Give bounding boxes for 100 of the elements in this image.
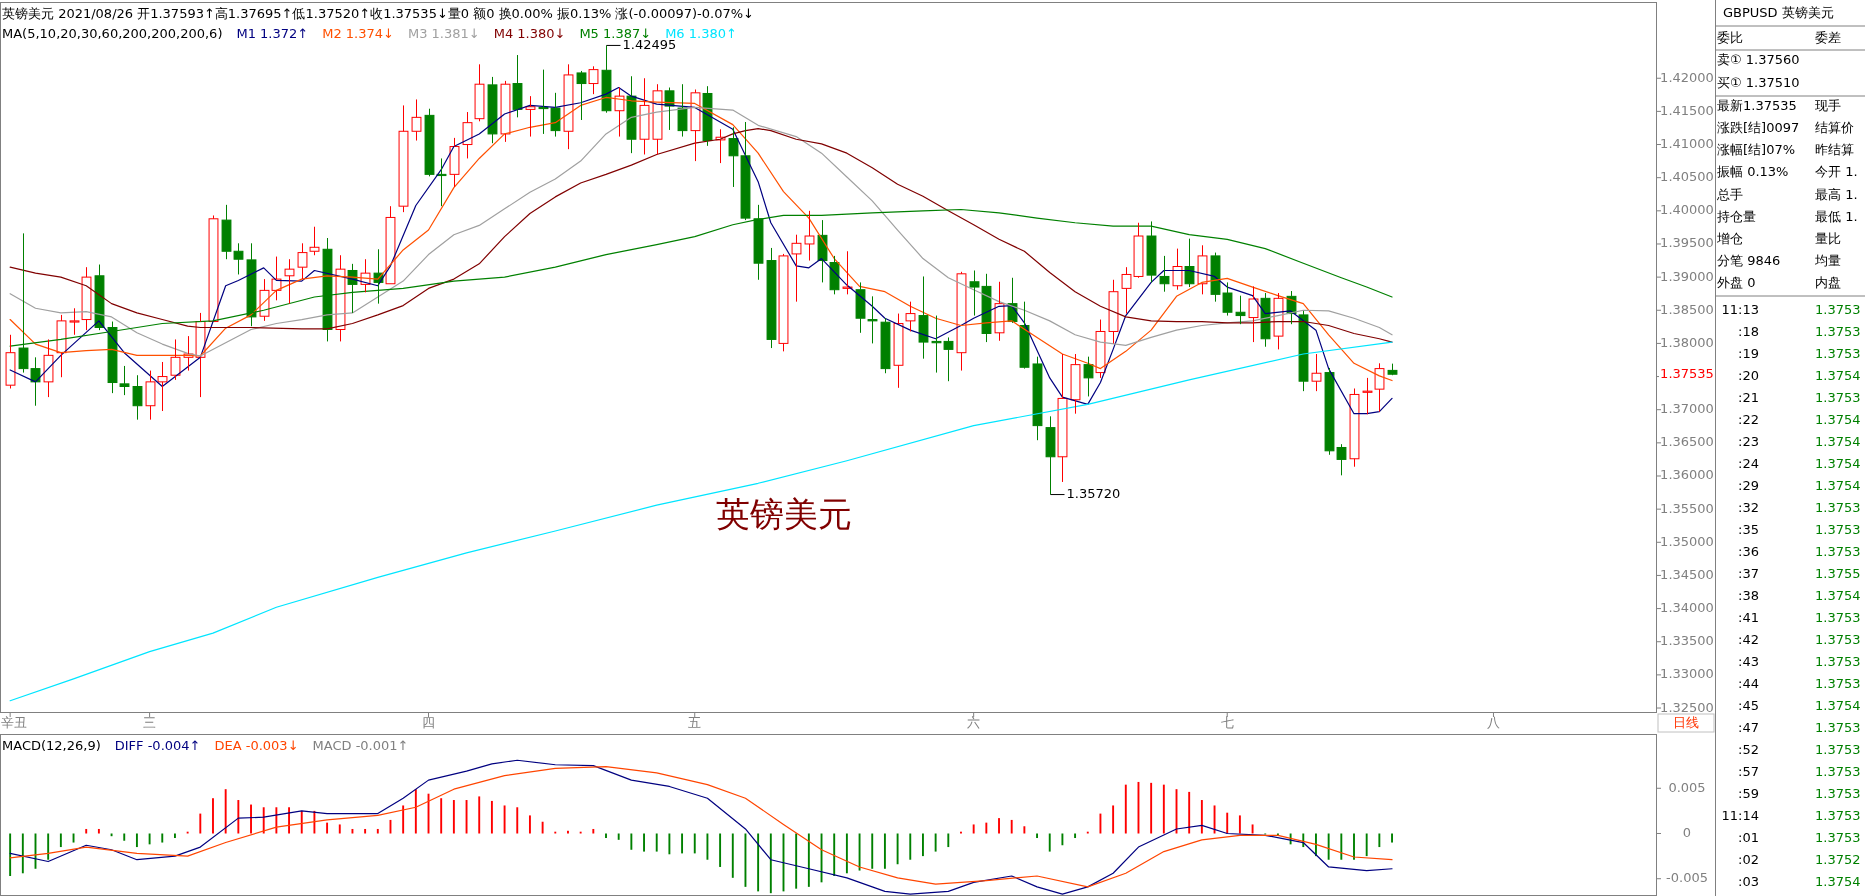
x-tick-label: 三 [143,715,157,730]
y-tick-label: 1.41500 [1660,102,1714,118]
text: :47 [1738,719,1759,735]
text: 1.3753 [1815,543,1861,559]
candlestick [690,89,701,162]
text: 1.3754 [1815,455,1861,471]
candlestick [1057,353,1068,483]
candlestick [1273,292,1284,350]
text: 1.3753 [1815,807,1861,823]
text: 11:14 [1721,807,1759,823]
x-tick-label: 辛丑 [1,715,27,730]
chart-title: 英镑美元 2021/08/26 开1.37593↑高1.37695↑低1.37520↑收1.37535↓量0 额0 换0.00% 振0.13% 涨(-0.00097)-0.07%↓ [2,5,754,21]
candlestick [525,95,536,138]
candlestick [284,258,295,305]
annotation: 英镑美元 [715,494,852,535]
text: 分笔 9846 [1717,253,1781,269]
candlestick [563,63,574,150]
line-series [9,341,1393,702]
candlestick [335,254,346,342]
y-tick-label: 1.33500 [1660,633,1714,649]
x-tick-label: 五 [688,715,702,730]
candlestick [56,314,67,378]
text: 1.3753 [1815,521,1861,537]
text: :42 [1738,631,1759,647]
text: 增仓 [1716,230,1743,246]
text: M6 1.380↑ [665,25,737,41]
candlestick [1032,356,1043,441]
text: M4 1.380↓ [493,25,566,41]
text: 日线 [1673,714,1699,730]
text: :19 [1738,345,1759,361]
text: 振幅 0.13% [1717,164,1789,180]
text: :20 [1738,367,1759,383]
legend-title: MA(5,10,20,30,60,200,200,200,6) [2,25,223,41]
y-tick-label: 1.37000 [1660,401,1714,417]
candlestick [132,374,143,421]
x-tick-label: 七 [1220,715,1234,730]
text: 1.3753 [1815,499,1861,515]
text: 1.3753 [1815,609,1861,625]
y-tick-label: -0.005 [1666,870,1708,886]
text: 1.3754 [1815,433,1861,449]
text: M2 1.374↓ [322,25,394,41]
text: :22 [1738,411,1759,427]
y-tick-label: 1.36000 [1660,467,1714,483]
text: 1.3753 [1815,389,1861,405]
candlestick [309,226,320,256]
candlestick [297,242,308,280]
candlestick [1146,220,1157,283]
annotation: MACD -0.001↑ [312,737,409,753]
candlestick [778,253,789,352]
x-tick-label: 六 [967,715,981,730]
text: 1.3753 [1815,653,1861,669]
candlestick [905,301,916,332]
text: 1.3752 [1815,851,1861,867]
text: :59 [1738,785,1759,801]
text: 1.3753 [1815,829,1861,845]
candlestick [500,80,511,143]
text: :24 [1738,455,1759,471]
text: 均量 [1814,253,1841,269]
candlestick [157,361,168,412]
candlestick [652,83,663,155]
candlestick [1070,353,1081,415]
text: 量比 [1815,230,1841,246]
y-tick-label: 1.36500 [1660,434,1714,450]
text: 结算价 [1815,119,1854,135]
text: M1 1.372↑ [236,25,309,41]
candlestick [145,370,156,421]
candlestick [246,242,257,327]
candlestick [588,65,599,95]
text: 买① 1.37510 [1717,74,1800,90]
text: M5 1.387↓ [579,25,652,41]
y-tick-label: 1.34000 [1660,600,1714,616]
text: :32 [1738,499,1759,515]
text: 1.3753 [1815,785,1861,801]
text: 11:13 [1721,301,1759,317]
text: 1.3754 [1815,367,1861,383]
candlestick [1159,255,1170,293]
text: 总手 [1716,186,1743,202]
y-tick-label: 1.40500 [1660,169,1714,185]
candlestick [5,334,16,389]
candlestick [1248,285,1259,343]
text: 1.3754 [1815,697,1861,713]
text: 1.3753 [1815,345,1861,361]
candlestick [702,85,713,147]
candlestick [842,250,853,295]
candlestick [43,338,54,398]
candlestick [867,295,878,344]
candlestick [94,264,105,331]
text: :41 [1738,609,1759,625]
candlestick [170,338,181,381]
text: 外盘 0 [1717,275,1756,291]
text: :03 [1738,873,1759,889]
text: 1.37535 [1660,365,1714,381]
text: 最低 1. [1815,208,1858,224]
candlestick [1108,279,1119,344]
text: 委比 [1717,29,1743,45]
text: :57 [1738,763,1759,779]
text: 1.3753 [1815,301,1861,317]
text: 涨跌[结]0097 [1717,119,1800,135]
candlestick [1374,362,1385,413]
y-tick-label: 1.33000 [1660,666,1714,682]
